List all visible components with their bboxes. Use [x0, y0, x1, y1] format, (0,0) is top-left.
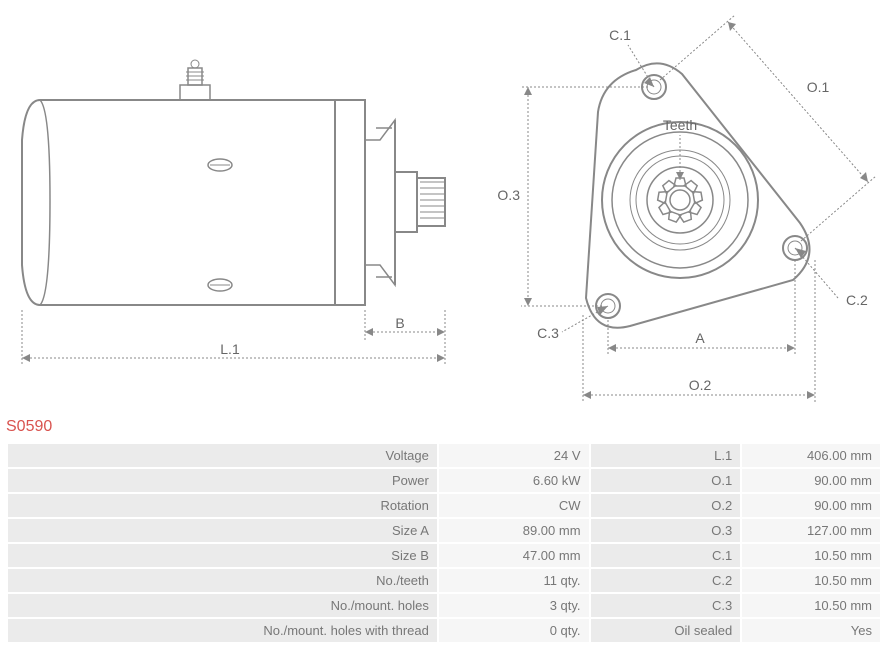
spec-label: Power: [7, 468, 438, 493]
spec-label: Voltage: [7, 443, 438, 468]
dim-o2: O.2: [689, 377, 712, 393]
spec-label: C.2: [590, 568, 742, 593]
spec-label: Size A: [7, 518, 438, 543]
spec-value: 127.00 mm: [741, 518, 881, 543]
spec-value: 6.60 kW: [438, 468, 590, 493]
spec-value: 47.00 mm: [438, 543, 590, 568]
spec-label: No./mount. holes with thread: [7, 618, 438, 643]
spec-row: Size B47.00 mmC.110.50 mm: [7, 543, 881, 568]
spec-value: 24 V: [438, 443, 590, 468]
spec-row: Voltage24 VL.1406.00 mm: [7, 443, 881, 468]
spec-label: No./mount. holes: [7, 593, 438, 618]
dim-o3: O.3: [497, 187, 520, 203]
diagram-area: B L.1: [0, 0, 889, 415]
spec-table: Voltage24 VL.1406.00 mmPower6.60 kWO.190…: [6, 442, 882, 644]
spec-value: 90.00 mm: [741, 493, 881, 518]
spec-value: 3 qty.: [438, 593, 590, 618]
spec-label: Rotation: [7, 493, 438, 518]
dim-o1: O.1: [807, 79, 830, 95]
spec-label: L.1: [590, 443, 742, 468]
spec-value: 0 qty.: [438, 618, 590, 643]
spec-value: 10.50 mm: [741, 543, 881, 568]
spec-value: Yes: [741, 618, 881, 643]
dim-c2: C.2: [846, 292, 868, 308]
dim-l1: L.1: [220, 341, 240, 357]
spec-label: O.3: [590, 518, 742, 543]
product-code: S0590: [6, 418, 52, 436]
spec-row: Power6.60 kWO.190.00 mm: [7, 468, 881, 493]
dim-a: A: [695, 330, 705, 346]
teeth-label: Teeth: [663, 117, 697, 133]
spec-row: No./mount. holes with thread0 qty.Oil se…: [7, 618, 881, 643]
spec-value: 406.00 mm: [741, 443, 881, 468]
spec-value: CW: [438, 493, 590, 518]
spec-row: No./mount. holes3 qty.C.310.50 mm: [7, 593, 881, 618]
spec-label: O.1: [590, 468, 742, 493]
spec-label: O.2: [590, 493, 742, 518]
spec-row: RotationCWO.290.00 mm: [7, 493, 881, 518]
spec-value: 89.00 mm: [438, 518, 590, 543]
spec-row: Size A89.00 mmO.3127.00 mm: [7, 518, 881, 543]
spec-label: Size B: [7, 543, 438, 568]
spec-label: No./teeth: [7, 568, 438, 593]
spec-value: 10.50 mm: [741, 593, 881, 618]
dim-c1: C.1: [609, 27, 631, 43]
spec-row: No./teeth11 qty.C.210.50 mm: [7, 568, 881, 593]
spec-value: 10.50 mm: [741, 568, 881, 593]
spec-label: C.1: [590, 543, 742, 568]
spec-label: C.3: [590, 593, 742, 618]
spec-value: 90.00 mm: [741, 468, 881, 493]
dim-c3: C.3: [537, 325, 559, 341]
spec-label: Oil sealed: [590, 618, 742, 643]
technical-drawing: B L.1: [0, 0, 889, 415]
spec-value: 11 qty.: [438, 568, 590, 593]
dim-b: B: [395, 315, 404, 331]
